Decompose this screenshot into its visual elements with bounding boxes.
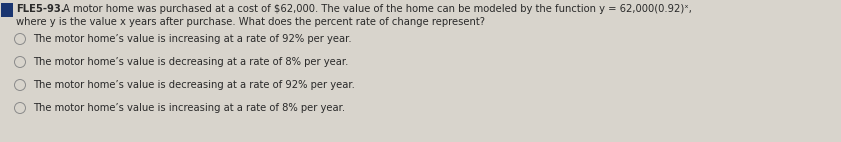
- FancyBboxPatch shape: [1, 3, 13, 17]
- Text: The motor home’s value is decreasing at a rate of 92% per year.: The motor home’s value is decreasing at …: [33, 80, 355, 90]
- Text: FLE5-93.: FLE5-93.: [16, 4, 65, 14]
- Text: A motor home was purchased at a cost of $62,000. The value of the home can be mo: A motor home was purchased at a cost of …: [63, 4, 692, 14]
- Text: where y is the value x years after purchase. What does the percent rate of chang: where y is the value x years after purch…: [16, 17, 485, 27]
- Text: The motor home’s value is increasing at a rate of 8% per year.: The motor home’s value is increasing at …: [33, 103, 345, 113]
- Text: The motor home’s value is increasing at a rate of 92% per year.: The motor home’s value is increasing at …: [33, 34, 352, 44]
- Text: The motor home’s value is decreasing at a rate of 8% per year.: The motor home’s value is decreasing at …: [33, 57, 348, 67]
